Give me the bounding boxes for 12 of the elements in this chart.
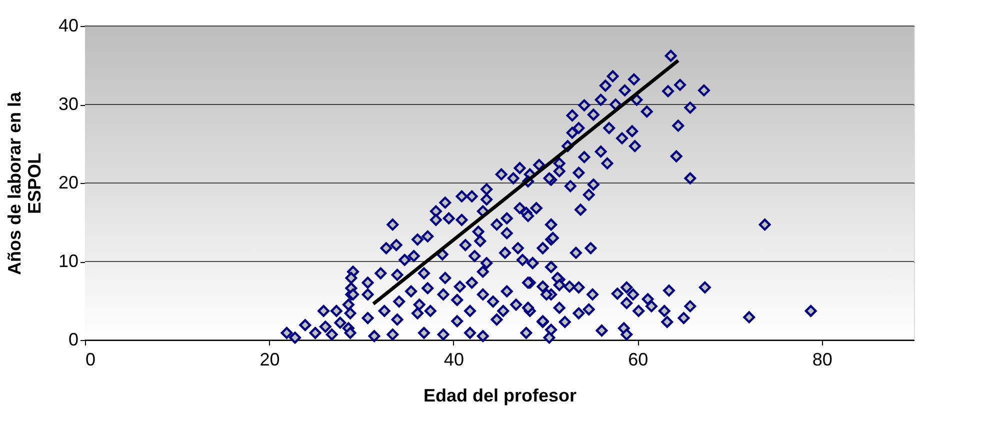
x-tick-label: 20 xyxy=(260,350,280,370)
y-tick-label: 0 xyxy=(68,330,78,350)
x-tick-label: 80 xyxy=(812,350,832,370)
x-tick-label: 60 xyxy=(628,350,648,370)
x-axis-title: Edad del profesor xyxy=(423,386,577,406)
x-tick-label: 40 xyxy=(444,350,464,370)
y-tick-label: 10 xyxy=(58,251,78,271)
x-tick-label: 0 xyxy=(86,350,96,370)
y-axis-title: Años de laborar en la ESPOL xyxy=(4,90,44,276)
y-tick-label: 40 xyxy=(58,16,78,36)
y-tick-label: 30 xyxy=(58,94,78,114)
y-tick-label: 20 xyxy=(58,172,78,192)
